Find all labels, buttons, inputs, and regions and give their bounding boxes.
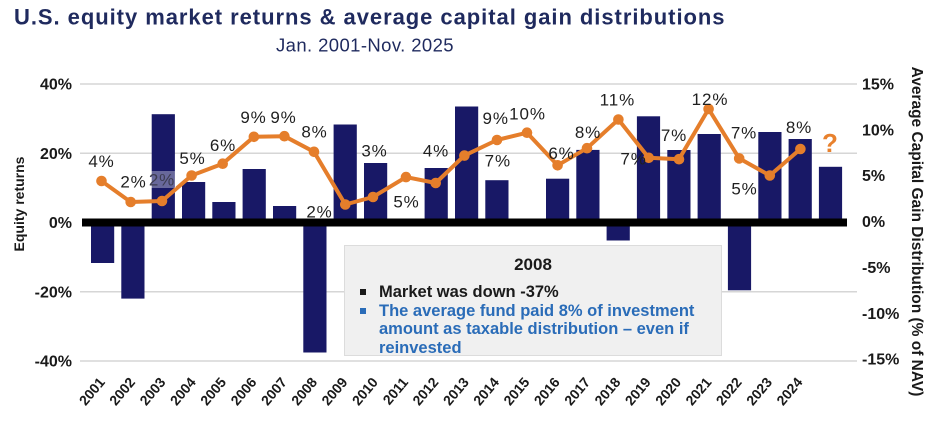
svg-text:11%: 11% <box>600 91 635 110</box>
svg-text:6%: 6% <box>210 136 236 155</box>
svg-text:2022: 2022 <box>713 374 745 408</box>
svg-text:2013: 2013 <box>440 374 472 408</box>
svg-text:7%: 7% <box>731 124 757 143</box>
svg-text:2008: 2008 <box>288 374 320 408</box>
svg-text:2023: 2023 <box>743 374 775 408</box>
svg-text:5%: 5% <box>731 180 757 199</box>
svg-text:8%: 8% <box>786 118 812 137</box>
svg-text:2006: 2006 <box>227 374 259 408</box>
svg-text:2015: 2015 <box>500 374 532 408</box>
svg-text:0%: 0% <box>862 214 885 231</box>
svg-text:2002: 2002 <box>106 374 138 408</box>
svg-text:3%: 3% <box>361 142 387 161</box>
svg-text:4%: 4% <box>88 152 114 171</box>
svg-text:9%: 9% <box>240 108 266 127</box>
svg-text:10%: 10% <box>862 122 894 139</box>
svg-text:Equity returns: Equity returns <box>11 156 27 251</box>
svg-text:2012: 2012 <box>409 374 441 408</box>
svg-text:2005: 2005 <box>197 374 229 408</box>
svg-text:7%: 7% <box>661 126 687 145</box>
svg-text:9%: 9% <box>483 109 509 128</box>
svg-text:8%: 8% <box>575 123 601 142</box>
svg-text:12%: 12% <box>692 90 729 109</box>
svg-text:8%: 8% <box>301 123 327 142</box>
svg-text:15%: 15% <box>862 77 894 94</box>
svg-text:2019: 2019 <box>622 374 654 408</box>
svg-text:10%: 10% <box>509 105 546 124</box>
svg-text:2021: 2021 <box>682 374 714 408</box>
svg-text:2%: 2% <box>120 173 146 192</box>
svg-text:U.S. equity market returns & a: U.S. equity market returns & average cap… <box>14 5 725 30</box>
svg-text:2014: 2014 <box>470 374 502 408</box>
svg-text:20%: 20% <box>40 146 72 163</box>
svg-text:2001: 2001 <box>76 374 108 408</box>
svg-text:?: ? <box>822 128 838 158</box>
svg-text:2011: 2011 <box>379 374 411 408</box>
svg-text:2003: 2003 <box>136 374 168 408</box>
svg-text:-5%: -5% <box>862 260 890 277</box>
svg-text:2017: 2017 <box>561 374 593 408</box>
svg-text:5%: 5% <box>393 193 419 212</box>
svg-text:5%: 5% <box>179 149 205 168</box>
svg-text:2007: 2007 <box>258 374 290 408</box>
svg-text:2%: 2% <box>306 202 332 221</box>
svg-text:Jan. 2001-Nov. 2025: Jan. 2001-Nov. 2025 <box>276 35 454 56</box>
svg-text:2010: 2010 <box>349 374 381 408</box>
svg-text:7%: 7% <box>620 150 646 169</box>
svg-text:7%: 7% <box>485 152 511 171</box>
svg-text:2016: 2016 <box>531 374 563 408</box>
svg-text:6%: 6% <box>548 144 574 163</box>
svg-text:Average Capital Gain Distribut: Average Capital Gain Distribution (% of … <box>908 67 925 397</box>
svg-text:-15%: -15% <box>862 352 899 369</box>
svg-text:2020: 2020 <box>652 374 684 408</box>
svg-text:-10%: -10% <box>862 306 899 323</box>
svg-text:5%: 5% <box>862 168 885 185</box>
svg-text:2024: 2024 <box>773 374 805 408</box>
svg-text:2009: 2009 <box>318 374 350 408</box>
svg-text:2%: 2% <box>149 171 175 190</box>
svg-text:2004: 2004 <box>167 374 199 408</box>
svg-text:-40%: -40% <box>35 354 72 371</box>
svg-text:0%: 0% <box>49 215 72 232</box>
svg-text:40%: 40% <box>40 77 72 94</box>
svg-text:9%: 9% <box>270 108 296 127</box>
svg-text:4%: 4% <box>423 142 449 161</box>
svg-text:-20%: -20% <box>35 284 72 301</box>
svg-text:2018: 2018 <box>591 374 623 408</box>
